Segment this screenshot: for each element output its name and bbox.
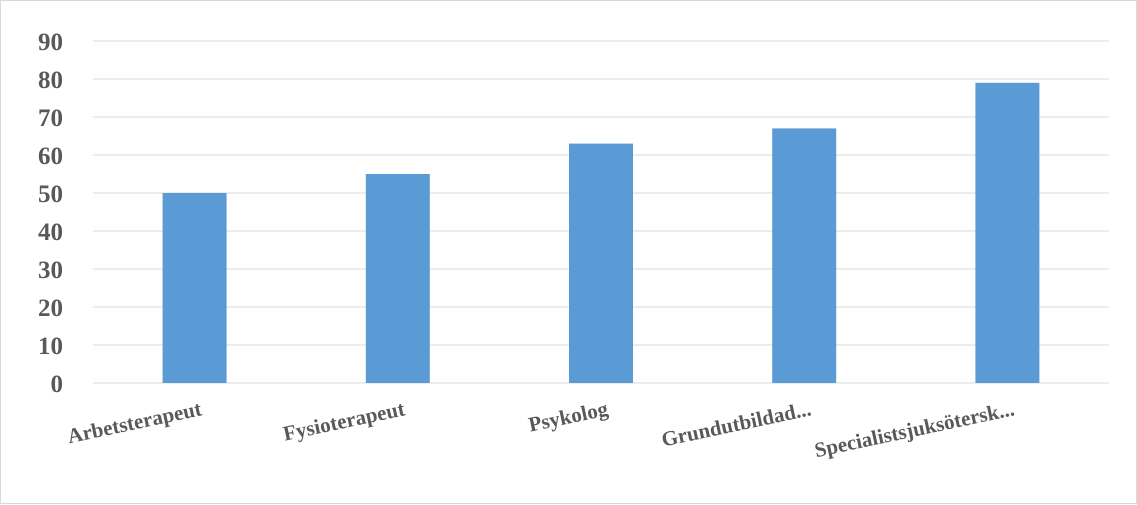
bar-fysioterapeut [365, 174, 430, 383]
x-category-label: Psykolog [526, 396, 610, 436]
x-category-label: Fysioterapeut [281, 396, 407, 445]
x-category-label: Specialistsjuksötersk... [812, 396, 1016, 462]
bars [162, 82, 1040, 384]
y-tick-label: 70 [38, 105, 63, 132]
x-category-label: Grundutbildad... [659, 396, 813, 451]
x-axis-labels: Arbetsterapeut Fysioterapeut Psykolog Grund… [65, 396, 1016, 462]
y-axis-ticks: 0 10 20 30 40 50 60 70 80 90 [38, 29, 63, 398]
bar-psykolog [569, 143, 633, 383]
y-tick-label: 50 [38, 181, 63, 208]
y-tick-label: 0 [51, 371, 64, 398]
x-category-label: Arbetsterapeut [65, 396, 203, 448]
bar-specialistsjuks-tersk [975, 82, 1040, 384]
y-tick-label: 90 [38, 29, 63, 56]
bar-arbetsterapeut [162, 193, 227, 383]
y-tick-label: 40 [38, 219, 63, 246]
y-tick-label: 10 [38, 333, 63, 360]
y-tick-label: 20 [38, 295, 63, 322]
y-tick-label: 60 [38, 143, 63, 170]
y-tick-label: 80 [38, 67, 63, 94]
bar-grundutbildad [772, 128, 837, 383]
y-tick-label: 30 [38, 257, 63, 284]
